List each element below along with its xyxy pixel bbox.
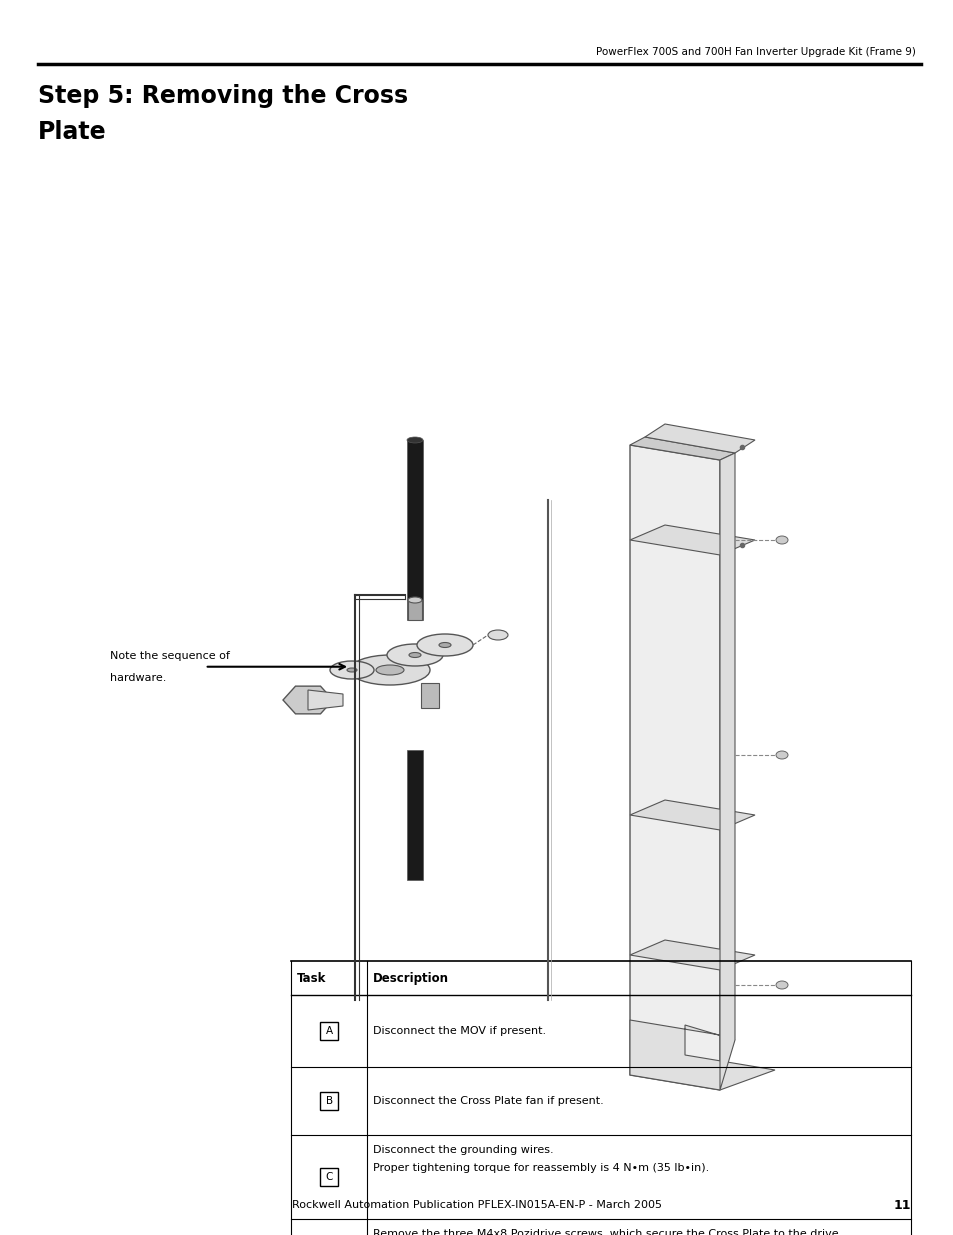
Ellipse shape	[488, 630, 507, 640]
Polygon shape	[629, 525, 754, 555]
Text: Proper tightening torque for reassembly is 4 N•m (35 lb•in).: Proper tightening torque for reassembly …	[373, 1163, 709, 1173]
Ellipse shape	[775, 536, 787, 543]
Bar	[407, 750, 422, 881]
Text: Remove the three M4x8 Pozidrive screws, which secure the Cross Plate to the driv: Remove the three M4x8 Pozidrive screws, …	[373, 1229, 841, 1235]
Ellipse shape	[438, 642, 451, 647]
Text: Task: Task	[296, 972, 326, 984]
Polygon shape	[720, 453, 734, 1091]
Text: Note the sequence of: Note the sequence of	[110, 651, 230, 661]
Polygon shape	[644, 424, 754, 453]
Text: Rockwell Automation Publication PFLEX-IN015A-EN-P - March 2005: Rockwell Automation Publication PFLEX-IN…	[292, 1200, 661, 1210]
Polygon shape	[629, 1020, 774, 1091]
Text: Disconnect the grounding wires.: Disconnect the grounding wires.	[373, 1145, 554, 1155]
Ellipse shape	[387, 643, 442, 666]
Bar	[408, 600, 421, 620]
Ellipse shape	[775, 751, 787, 760]
Ellipse shape	[350, 655, 430, 685]
Polygon shape	[629, 800, 754, 830]
Polygon shape	[629, 940, 754, 969]
Text: Plate: Plate	[38, 120, 107, 143]
Bar	[320, 1092, 337, 1110]
Text: B: B	[325, 1095, 333, 1107]
Bar	[320, 1168, 337, 1186]
Polygon shape	[308, 690, 343, 710]
Ellipse shape	[347, 668, 356, 672]
Ellipse shape	[416, 634, 473, 656]
Ellipse shape	[408, 597, 421, 603]
Ellipse shape	[375, 664, 403, 676]
Ellipse shape	[409, 652, 420, 657]
Bar	[420, 683, 438, 708]
Bar	[407, 440, 422, 620]
Text: hardware.: hardware.	[110, 673, 166, 683]
Polygon shape	[629, 437, 734, 459]
Text: Step 5: Removing the Cross: Step 5: Removing the Cross	[38, 84, 408, 107]
Bar	[320, 1023, 337, 1040]
Text: Disconnect the MOV if present.: Disconnect the MOV if present.	[373, 1026, 546, 1036]
Polygon shape	[629, 445, 720, 1091]
Ellipse shape	[330, 661, 374, 679]
Ellipse shape	[775, 981, 787, 989]
Text: 11: 11	[893, 1199, 910, 1212]
Ellipse shape	[407, 437, 422, 443]
Text: Description: Description	[373, 972, 449, 984]
Text: PowerFlex 700S and 700H Fan Inverter Upgrade Kit (Frame 9): PowerFlex 700S and 700H Fan Inverter Upg…	[596, 47, 915, 57]
Text: A: A	[325, 1026, 333, 1036]
Text: Disconnect the Cross Plate fan if present.: Disconnect the Cross Plate fan if presen…	[373, 1095, 603, 1107]
Polygon shape	[283, 687, 333, 714]
Text: C: C	[325, 1172, 333, 1182]
